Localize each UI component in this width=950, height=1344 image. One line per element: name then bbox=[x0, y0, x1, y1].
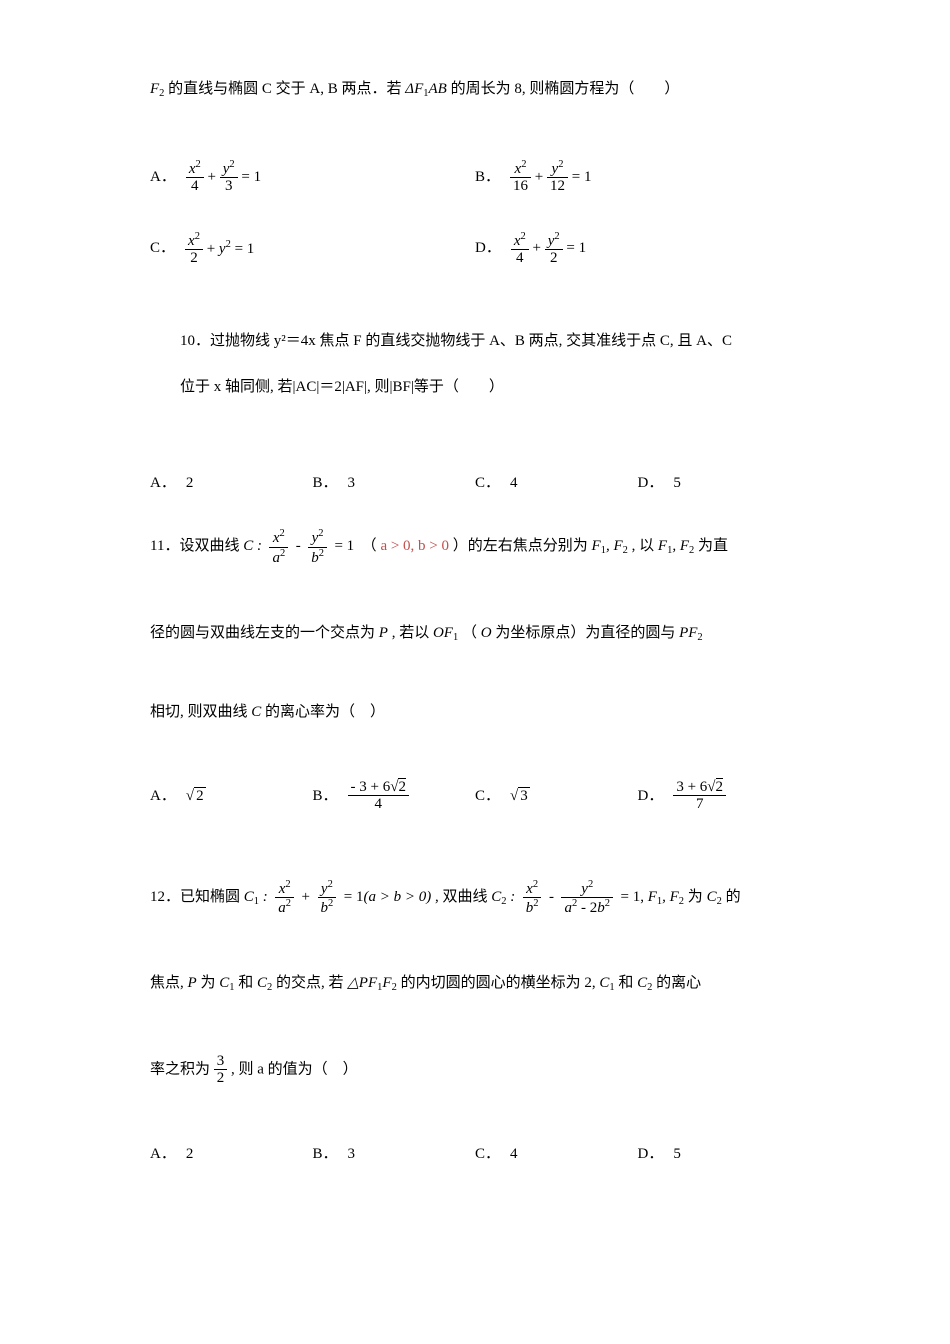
q10-opt-A[interactable]: A．2 bbox=[150, 474, 313, 492]
q11-opts: A． √2 B． - 3 + 6√2 4 C． √3 D． 3 + 6√2 7 bbox=[150, 779, 800, 813]
q10-stem: 10．过抛物线 y²＝4x 焦点 F 的直线交抛物线于 A、B 两点, 交其准线… bbox=[150, 332, 800, 396]
q12-opt-A[interactable]: A．2 bbox=[150, 1145, 313, 1163]
q12-opt-C[interactable]: C．4 bbox=[475, 1145, 638, 1163]
q9-opts-row2: C． x22 + y2 = 1 D． x24 + y22 = 1 bbox=[150, 231, 800, 267]
q11-opt-A[interactable]: A． √2 bbox=[150, 787, 313, 805]
q12-l1: 12．已知椭圆 C1 : x2a2 + y2b2 = 1(a > b > 0) … bbox=[150, 879, 800, 917]
q11-opt-B[interactable]: B． - 3 + 6√2 4 bbox=[313, 779, 476, 813]
q9-opt-D[interactable]: D． x24 + y22 = 1 bbox=[475, 231, 800, 267]
q9-opt-C[interactable]: C． x22 + y2 = 1 bbox=[150, 231, 475, 267]
q10-opts: A．2 B．3 C．4 D．5 bbox=[150, 474, 800, 492]
q12-opt-B[interactable]: B．3 bbox=[313, 1145, 476, 1163]
q11-l1: 11．设双曲线 C : x2a2 - y2b2 = 1 （ a > 0, b >… bbox=[150, 528, 800, 566]
q12-opts: A．2 B．3 C．4 D．5 bbox=[150, 1145, 800, 1163]
q11-l3: 相切, 则双曲线 C 的离心率为（ ） bbox=[150, 703, 800, 721]
q11-opt-C[interactable]: C． √3 bbox=[475, 787, 638, 805]
q10-opt-D[interactable]: D．5 bbox=[638, 474, 801, 492]
q9-opt-A[interactable]: A． x24 + y23 = 1 bbox=[150, 159, 475, 195]
q10-opt-B[interactable]: B．3 bbox=[313, 474, 476, 492]
q10-opt-C[interactable]: C．4 bbox=[475, 474, 638, 492]
q9-stem: F2 的直线与椭圆 C 交于 A, B 两点．若 ΔF1AB 的周长为 8, 则… bbox=[150, 80, 800, 101]
q11-l2: 径的圆与双曲线左支的一个交点为 P , 若以 OF1 （ O 为坐标原点）为直径… bbox=[150, 624, 800, 645]
q9-opts-row1: A． x24 + y23 = 1 B． x216 + y212 = 1 bbox=[150, 159, 800, 195]
q12-l3: 率之积为 32 , 则 a 的值为（ ） bbox=[150, 1053, 800, 1087]
q12-l2: 焦点, P 为 C1 和 C2 的交点, 若 △PF1F2 的内切圆的圆心的横坐… bbox=[150, 974, 800, 995]
q11-opt-D[interactable]: D． 3 + 6√2 7 bbox=[638, 779, 801, 813]
q12-opt-D[interactable]: D．5 bbox=[638, 1145, 801, 1163]
q9-opt-B[interactable]: B． x216 + y212 = 1 bbox=[475, 159, 800, 195]
